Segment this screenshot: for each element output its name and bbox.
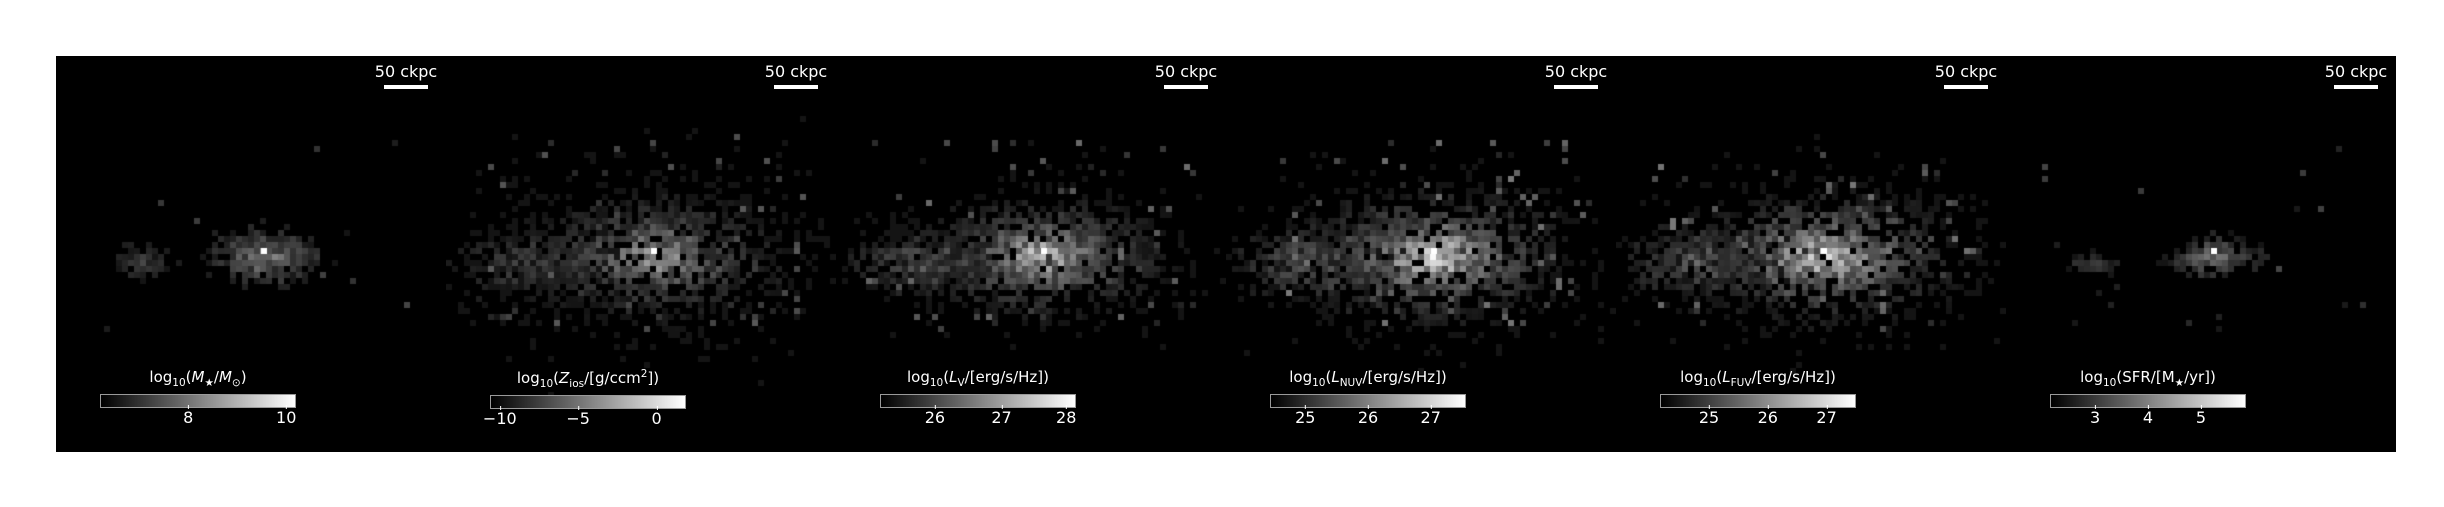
- nuv-map: [1226, 56, 1616, 452]
- metal-column-map: [446, 56, 836, 452]
- colorbar: log10(M★/M⊙) 8 10: [100, 368, 296, 428]
- colorbar-strip: [1270, 394, 1466, 408]
- colorbar-label: log10(Zios/[g/ccm2]): [516, 368, 660, 390]
- colorbar-tick: 8: [183, 405, 194, 427]
- scalebar-label: 50 ckpc: [374, 62, 438, 81]
- colorbar-label: log10(LNUV/[erg/s/Hz]): [1289, 368, 1447, 389]
- colorbar-ticks: 25 26 27: [1660, 405, 1856, 428]
- colorbar-ticks: 8 10: [100, 405, 297, 428]
- fuv-map: [1616, 56, 2006, 452]
- scalebar-label: 50 ckpc: [1544, 62, 1608, 81]
- colorbar-ticks: 26 27 28: [880, 405, 1077, 428]
- colorbar: log10(LNUV/[erg/s/Hz]) 25 26 27: [1270, 368, 1466, 428]
- scalebar: 50 ckpc: [1926, 62, 2006, 89]
- colorbar-ticks: −10 −5 0: [483, 406, 686, 429]
- colorbar-strip: [1660, 394, 1856, 408]
- colorbar-tick: 25: [1698, 405, 1720, 427]
- scalebar: 50 ckpc: [756, 62, 836, 89]
- scalebar: 50 ckpc: [1536, 62, 1616, 89]
- colorbar-tick: 27: [991, 405, 1012, 427]
- scalebar-line: [2334, 85, 2378, 89]
- colorbar-tick: −10: [482, 406, 517, 428]
- colorbar-tick: 26: [1757, 405, 1778, 427]
- colorbar-tick: 27: [1816, 405, 1837, 427]
- colorbar-label: log10(LV/[erg/s/Hz]): [907, 368, 1049, 389]
- scalebar-line: [384, 85, 428, 89]
- colorbar-strip: [2050, 394, 2246, 408]
- v-band-map: [836, 56, 1226, 452]
- panel-sfr: 50 ckpc log10(SFR/[M★/yr]) 3 4 5: [2006, 56, 2396, 452]
- scalebar: 50 ckpc: [2316, 62, 2396, 89]
- colorbar: log10(Zios/[g/ccm2]) −10 −5 0: [483, 368, 686, 429]
- scalebar-line: [1554, 85, 1598, 89]
- colorbar-label: log10(SFR/[M★/yr]): [2080, 368, 2216, 389]
- colorbar-tick: 27: [1420, 405, 1441, 427]
- colorbar-label: log10(LFUV/[erg/s/Hz]): [1680, 368, 1836, 389]
- panel-nuv: 50 ckpc log10(LNUV/[erg/s/Hz]) 25 26 27: [1226, 56, 1616, 452]
- colorbar: log10(LV/[erg/s/Hz]) 26 27 28: [880, 368, 1076, 428]
- scalebar-label: 50 ckpc: [1934, 62, 1998, 81]
- panel-v-band: 50 ckpc log10(LV/[erg/s/Hz]) 26 27 28: [836, 56, 1226, 452]
- scalebar-line: [774, 85, 818, 89]
- scalebar-label: 50 ckpc: [2324, 62, 2388, 81]
- figure: 50 ckpc log10(M★/M⊙) 8 10 50 ckpc log10(Z…: [56, 56, 2396, 452]
- colorbar-tick: 28: [1056, 405, 1077, 427]
- stellar-mass-map: [56, 56, 446, 452]
- colorbar-tick: 4: [2142, 405, 2154, 427]
- sfr-map: [2006, 56, 2396, 452]
- colorbar-ticks: 3 4 5: [2050, 405, 2246, 428]
- colorbar-label: log10(M★/M⊙): [149, 368, 247, 389]
- colorbar-strip: [100, 394, 296, 408]
- colorbar-tick: 10: [276, 405, 297, 427]
- colorbar-tick: 0: [651, 406, 662, 428]
- panel-fuv: 50 ckpc log10(LFUV/[erg/s/Hz]) 25 26 27: [1616, 56, 2006, 452]
- colorbar-strip: [880, 394, 1076, 408]
- colorbar-strip: [490, 395, 686, 409]
- panel-stellar-mass: 50 ckpc log10(M★/M⊙) 8 10: [56, 56, 446, 452]
- colorbar: log10(SFR/[M★/yr]) 3 4 5: [2050, 368, 2246, 428]
- scalebar-line: [1164, 85, 1208, 89]
- colorbar-tick: 26: [1357, 405, 1379, 427]
- colorbar-tick: 3: [2089, 405, 2101, 427]
- scalebar: 50 ckpc: [366, 62, 446, 89]
- panel-metal-column: 50 ckpc log10(Zios/[g/ccm2]) −10 −5 0: [446, 56, 836, 452]
- scalebar-label: 50 ckpc: [1154, 62, 1218, 81]
- scalebar-line: [1944, 85, 1988, 89]
- colorbar: log10(LFUV/[erg/s/Hz]) 25 26 27: [1660, 368, 1856, 428]
- scalebar-label: 50 ckpc: [764, 62, 828, 81]
- colorbar-tick: 25: [1295, 405, 1316, 427]
- colorbar-tick: −5: [566, 406, 590, 428]
- colorbar-tick: 26: [924, 405, 946, 427]
- colorbar-ticks: 25 26 27: [1270, 405, 1466, 428]
- colorbar-tick: 5: [2195, 405, 2206, 427]
- scalebar: 50 ckpc: [1146, 62, 1226, 89]
